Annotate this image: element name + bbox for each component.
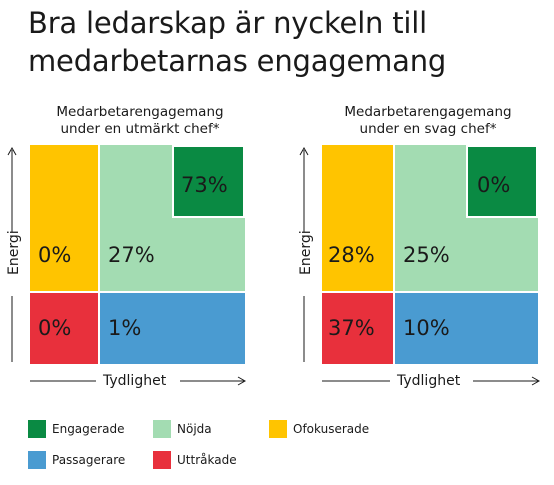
cell-engagerade: 0% bbox=[466, 145, 538, 218]
cell-passagerare: 10% bbox=[395, 293, 538, 364]
legend-label-nojda: Nöjda bbox=[177, 422, 212, 436]
panel-2-subtitle: Medarbetarengagemang under en svag chef* bbox=[318, 104, 538, 138]
panel-2-x-arrowhead bbox=[531, 376, 541, 386]
x-axis-label: Tydlighet bbox=[397, 373, 461, 389]
legend-item-passagerare: Passagerare bbox=[28, 451, 125, 469]
legend-swatch-passagerare bbox=[28, 451, 46, 469]
legend-item-ofokuserade: Ofokuserade bbox=[269, 420, 369, 438]
panel-1-y-arrowhead bbox=[7, 146, 17, 156]
legend-item-nojda: Nöjda bbox=[153, 420, 212, 438]
value-nojda: 27% bbox=[108, 243, 155, 267]
value-uttrakade: 0% bbox=[38, 316, 72, 340]
value-uttrakade: 37% bbox=[328, 316, 375, 340]
value-engagerade: 0% bbox=[477, 173, 511, 197]
cell-ofokuserade: 0% bbox=[30, 145, 98, 291]
value-passagerare: 10% bbox=[403, 316, 450, 340]
panel-1-subtitle: Medarbetarengagemang under en utmärkt ch… bbox=[30, 104, 250, 138]
legend-label-uttrakade: Uttråkade bbox=[177, 453, 237, 467]
value-ofokuserade: 28% bbox=[328, 243, 375, 267]
legend-item-engagerade: Engagerade bbox=[28, 420, 124, 438]
value-nojda: 25% bbox=[403, 243, 450, 267]
panel-2-subtitle-line-2: under en svag chef* bbox=[359, 121, 497, 137]
panel-2-y-arrowhead bbox=[299, 146, 309, 156]
panel-1-subtitle-line-2: under en utmärkt chef* bbox=[60, 121, 220, 137]
legend-swatch-uttrakade bbox=[153, 451, 171, 469]
legend: Engagerade Nöjda Ofokuserade Passagerare… bbox=[28, 420, 528, 475]
legend-swatch-engagerade bbox=[28, 420, 46, 438]
page-title: Bra ledarskap är nyckeln till medarbetar… bbox=[28, 4, 548, 80]
cell-uttrakade: 37% bbox=[322, 293, 393, 364]
chart-panel-weak-manager: Medarbetarengagemang under en svag chef*… bbox=[298, 104, 538, 389]
x-axis-label: Tydlighet bbox=[103, 373, 167, 389]
legend-item-uttrakade: Uttråkade bbox=[153, 451, 237, 469]
page-title-line-2: medarbetarnas engagemang bbox=[28, 44, 447, 78]
value-ofokuserade: 0% bbox=[38, 243, 72, 267]
page-title-line-1: Bra ledarskap är nyckeln till bbox=[28, 6, 427, 40]
legend-swatch-ofokuserade bbox=[269, 420, 287, 438]
cell-uttrakade: 0% bbox=[30, 293, 98, 364]
legend-swatch-nojda bbox=[153, 420, 171, 438]
panel-2-subtitle-line-1: Medarbetarengagemang bbox=[344, 104, 512, 120]
legend-label-engagerade: Engagerade bbox=[52, 422, 125, 436]
value-engagerade: 73% bbox=[181, 173, 228, 197]
legend-label-passagerare: Passagerare bbox=[52, 453, 126, 467]
cell-passagerare: 1% bbox=[100, 293, 245, 364]
chart-panel-excellent-manager: Medarbetarengagemang under en utmärkt ch… bbox=[6, 104, 250, 389]
legend-label-ofokuserade: Ofokuserade bbox=[293, 422, 370, 436]
panel-1-x-arrowhead bbox=[237, 376, 247, 386]
cell-ofokuserade: 28% bbox=[322, 145, 393, 291]
cell-engagerade: 73% bbox=[172, 145, 245, 218]
panel-1-subtitle-line-1: Medarbetarengagemang bbox=[56, 104, 224, 120]
value-passagerare: 1% bbox=[108, 316, 142, 340]
axis-arrows bbox=[7, 146, 541, 386]
